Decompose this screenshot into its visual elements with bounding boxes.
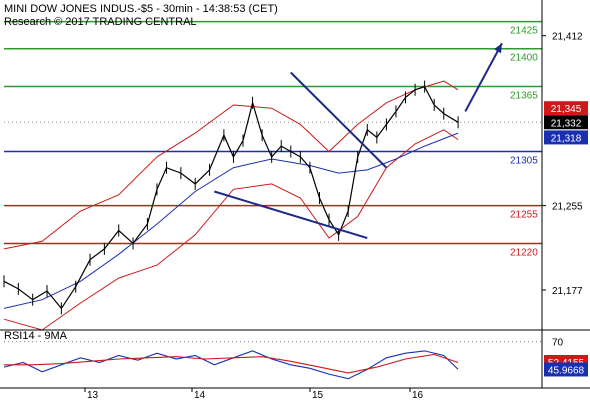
y-tick-label-21177: 21,177 — [552, 286, 583, 297]
rsi-title: RSI14 - 9MA — [4, 330, 68, 342]
x-tick-label-14: 14 — [194, 390, 206, 400]
x-tick-label-15: 15 — [312, 390, 324, 400]
rsi-badge-45.9668 — [544, 362, 588, 377]
price-panel: 21425 21400 21365 21305 21255 21220 21,345 21,3… — [3, 20, 588, 331]
rsi-badge-label-45.9668: 45.9668 — [548, 365, 585, 376]
forecast-arrow-head — [494, 43, 502, 54]
rsi-series-ma — [4, 353, 459, 374]
instrument-title: MINI DOW JONES INDUS.-$5 - 30min - 14:38… — [4, 3, 278, 15]
level-label-21255: 21255 — [510, 210, 538, 221]
rsi-panel: 7052.415545.9668 — [3, 338, 588, 380]
rsi-tick-label-70: 70 — [552, 338, 564, 349]
level-label-21305: 21305 — [510, 155, 538, 166]
trendline-1 — [290, 71, 388, 169]
level-label-21220: 21220 — [510, 247, 538, 258]
y-tick-label-21412: 21,412 — [552, 32, 583, 43]
x-tick-label-13: 13 — [87, 390, 99, 400]
level-label-21400: 21400 — [510, 53, 538, 64]
price-badge-label-21,345: 21,345 — [551, 104, 582, 115]
x-tick-label-16: 16 — [412, 390, 424, 400]
trendline-2 — [214, 190, 368, 239]
price-badge-21,345 — [544, 101, 588, 116]
level-label-21425: 21425 — [510, 26, 538, 37]
copyright-line: Research © 2017 TRADING CENTRAL — [4, 16, 197, 28]
price-badge-21,332 — [544, 115, 588, 130]
price-badge-label-21,318: 21,318 — [551, 133, 582, 144]
y-tick-label-21255: 21,255 — [552, 202, 583, 213]
forecast-arrow-shaft — [464, 42, 503, 112]
price-badge-21,318 — [544, 130, 588, 145]
price-badge-label-21,332: 21,332 — [551, 118, 582, 129]
level-label-21365: 21365 — [510, 91, 538, 102]
bollinger-lower-line — [3, 129, 459, 331]
moving-average-line — [3, 132, 459, 309]
